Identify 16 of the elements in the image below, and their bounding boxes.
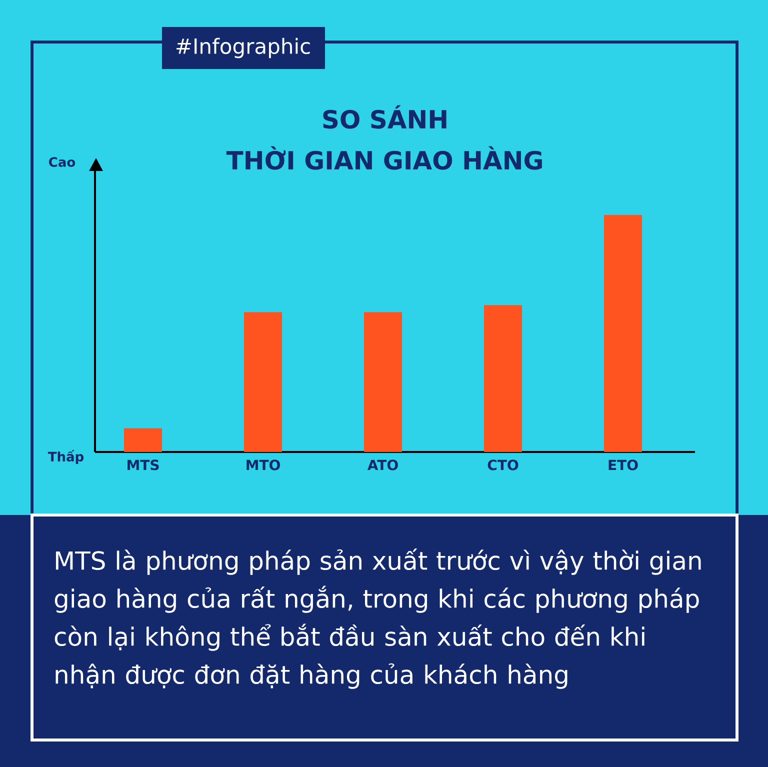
x-tick-label: ETO: [608, 460, 638, 470]
text: #Infographic: [176, 38, 310, 58]
bar: [484, 305, 522, 452]
chart-subtitle: THỜI GIAN GIAO HÀNG: [226, 146, 542, 170]
bar: [124, 428, 162, 452]
text: MTS là phương pháp sản xuất trước vì vậy thời gian giao hàng của rất ngắn, trong khi các phương pháp còn lại không thể bắt đầu sàn xuất cho đến khi nhận được đơn đặt hàng của khách hàng: [54, 548, 701, 689]
bar: [604, 215, 642, 452]
x-tick-label: ATO: [367, 460, 398, 470]
bar: [244, 312, 282, 452]
x-tick-label: MTS: [128, 460, 159, 470]
chart-title: SO SÁNH: [323, 105, 446, 129]
text: Cao: [49, 157, 76, 167]
x-tick-label: MTO: [246, 460, 280, 470]
x-tick-label: CTO: [488, 460, 518, 470]
bar: [364, 312, 402, 452]
text: Thấp: [48, 450, 84, 464]
